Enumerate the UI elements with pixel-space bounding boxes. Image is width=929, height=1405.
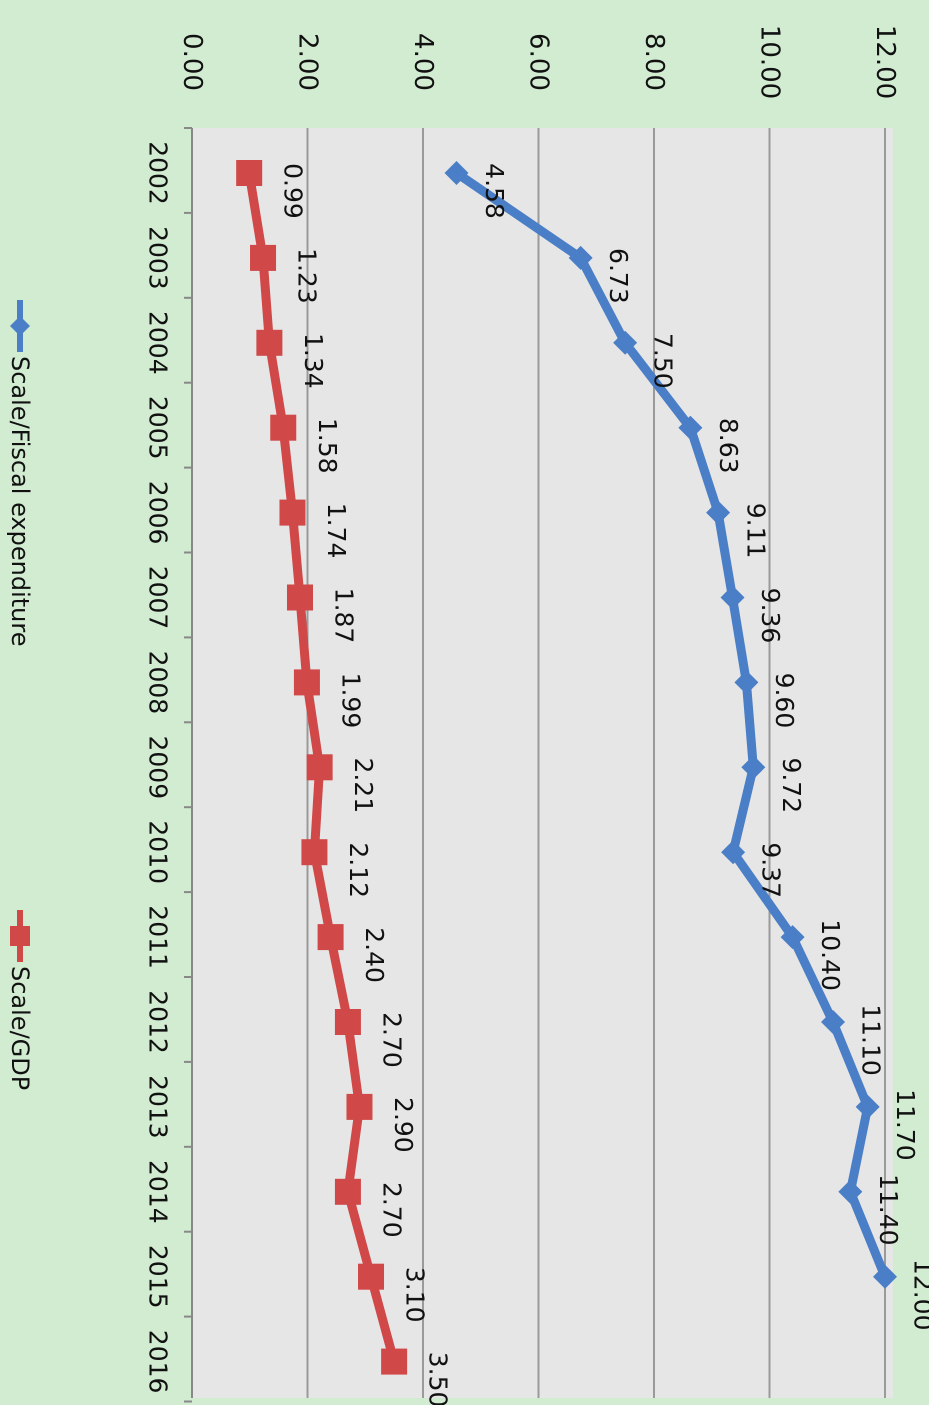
x-axis-tick-labels: 2002 2003 2004 2005 2006 2007 2008 2009 2010 2011… — [144, 141, 173, 1393]
x-tick-label: 2009 — [144, 735, 173, 799]
data-label: 8.63 — [714, 418, 743, 474]
data-point-marker — [821, 1010, 846, 1034]
data-point-marker — [293, 669, 320, 696]
series-fiscal-expenditure: 4.58 6.73 7.50 8.63 9.11 9.36 9.60 9.72 9.37 10.4… — [444, 161, 929, 1330]
x-tick-label: 2002 — [144, 141, 173, 205]
y-tick-label: 4.00 — [408, 33, 438, 91]
data-label: 9.72 — [777, 757, 806, 813]
data-label: 4.58 — [480, 163, 509, 219]
x-tick-label: 2015 — [144, 1245, 173, 1309]
y-tick-label: 2.00 — [293, 33, 323, 91]
data-label: 3.10 — [401, 1267, 430, 1323]
data-label: 2.21 — [349, 757, 378, 813]
data-label: 12.00 — [909, 1259, 929, 1331]
x-tick-label: 2016 — [144, 1330, 173, 1394]
data-point-marker — [286, 584, 313, 611]
data-label: 7.50 — [649, 333, 678, 389]
data-label: 11.40 — [874, 1174, 903, 1246]
data-point-marker — [279, 499, 306, 526]
x-tick-label: 2011 — [144, 905, 173, 969]
y-tick-label: 6.00 — [524, 33, 554, 91]
data-label: 10.40 — [816, 919, 845, 991]
x-tick-label: 2006 — [144, 481, 173, 545]
legend-label: Scale/GDP — [6, 966, 34, 1090]
data-label: 9.37 — [757, 842, 786, 898]
data-point-marker — [236, 160, 263, 186]
y-tick-label: 10.00 — [755, 25, 785, 99]
x-tick-label: 2007 — [144, 566, 173, 630]
data-label: 9.11 — [742, 503, 771, 559]
legend-marker — [10, 926, 30, 946]
data-point-marker — [358, 1263, 385, 1290]
y-tick-label: 8.00 — [639, 33, 669, 91]
data-point-marker — [270, 414, 297, 441]
y-tick-label: 0.00 — [177, 33, 207, 91]
data-label: 1.74 — [322, 503, 351, 559]
series-layer: 4.58 6.73 7.50 8.63 9.11 9.36 9.60 9.72 9.37 10.4… — [236, 160, 929, 1405]
data-point-marker — [678, 415, 703, 440]
data-point-marker — [734, 670, 759, 695]
legend-marker — [10, 316, 30, 336]
data-label: 11.10 — [857, 1004, 886, 1076]
data-label: 11.70 — [891, 1089, 920, 1161]
data-point-marker — [256, 329, 283, 356]
x-tick-label: 2005 — [144, 396, 173, 460]
y-axis-tick-labels: 0.00 2.00 4.00 6.00 8.00 10.00 12.00 — [177, 25, 900, 99]
data-label: 2.70 — [377, 1182, 406, 1238]
x-tick-label: 2013 — [144, 1075, 173, 1139]
data-point-marker — [613, 330, 638, 355]
data-point-marker — [301, 839, 328, 866]
data-label: 2.70 — [377, 1012, 406, 1068]
data-point-marker — [855, 1094, 880, 1119]
data-point-marker — [444, 161, 469, 185]
x-tick-label: 2012 — [144, 990, 173, 1054]
data-label: 1.23 — [293, 248, 322, 304]
data-label: 2.40 — [360, 927, 389, 983]
data-point-marker — [720, 585, 745, 610]
data-label: 6.73 — [604, 248, 633, 304]
data-point-marker — [381, 1348, 408, 1375]
data-point-marker — [346, 1093, 373, 1120]
legend: Scale/Fiscal expenditure Scale/GDP — [6, 300, 34, 1090]
data-label: 0.99 — [279, 163, 308, 219]
data-point-marker — [334, 1009, 361, 1035]
data-label: 1.34 — [299, 333, 328, 389]
data-label: 9.60 — [770, 673, 799, 729]
data-point-marker — [250, 244, 277, 271]
data-label: 2.90 — [389, 1097, 418, 1153]
data-label: 1.87 — [329, 588, 358, 644]
y-tick-label: 12.00 — [870, 25, 900, 99]
x-tick-label: 2003 — [144, 226, 173, 290]
legend-item-gdp: Scale/GDP — [6, 910, 34, 1090]
legend-label: Scale/Fiscal expenditure — [6, 356, 34, 646]
data-point-marker — [741, 755, 766, 780]
series-gdp: 0.99 1.23 1.34 1.58 1.74 1.87 1.99 2.21 2.12 2.40… — [236, 160, 453, 1405]
data-point-marker — [334, 1178, 361, 1205]
x-tick-label: 2014 — [144, 1160, 173, 1224]
data-point-marker — [306, 754, 333, 781]
x-axis — [184, 127, 193, 1403]
data-label: 3.50 — [424, 1352, 453, 1405]
data-label: 2.12 — [344, 842, 373, 898]
data-point-marker — [721, 840, 746, 865]
data-point-marker — [780, 925, 805, 950]
data-point-marker — [873, 1264, 897, 1289]
data-point-marker — [568, 245, 593, 270]
data-label: 1.58 — [313, 418, 342, 474]
series-line — [453, 169, 890, 1279]
data-label: 9.36 — [756, 588, 785, 644]
x-tick-label: 2004 — [144, 311, 173, 375]
data-point-marker — [317, 924, 344, 951]
legend-item-fiscal-expenditure: Scale/Fiscal expenditure — [6, 300, 34, 646]
data-point-marker — [838, 1179, 863, 1204]
x-tick-label: 2010 — [144, 820, 173, 884]
data-label: 1.99 — [336, 673, 365, 729]
data-point-marker — [706, 500, 731, 525]
x-tick-label: 2008 — [144, 651, 173, 715]
